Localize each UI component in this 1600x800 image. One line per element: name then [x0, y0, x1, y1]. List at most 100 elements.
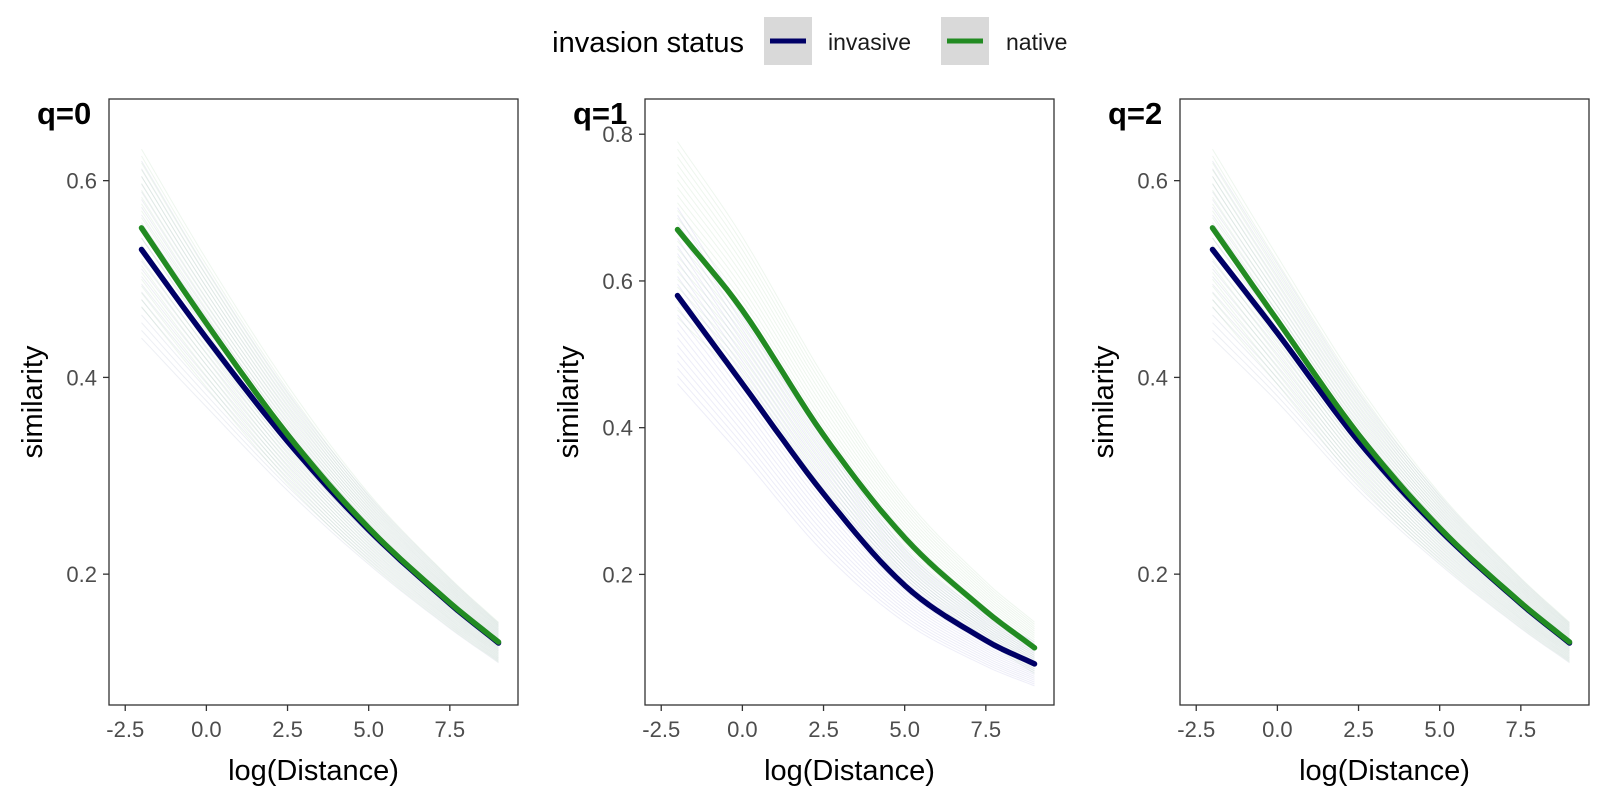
band-line-native [141, 210, 499, 639]
band-line-invasive [1212, 337, 1570, 664]
y-tick-label: 0.2 [602, 562, 633, 587]
band-line-native [141, 278, 499, 656]
band-line-native [141, 176, 499, 630]
band-line-invasive [1212, 314, 1570, 659]
band-line-invasive [1212, 268, 1570, 648]
band-line-invasive [677, 322, 1035, 672]
band-line-invasive [677, 253, 1035, 654]
band-line-native [1212, 272, 1570, 654]
band-line-invasive [1212, 306, 1570, 657]
band-line-invasive [141, 214, 499, 636]
x-tick-label: 2.5 [808, 717, 839, 742]
y-axis-title: similarity [1088, 345, 1120, 458]
band-line-invasive [141, 206, 499, 634]
x-tick-label: 2.5 [1343, 717, 1374, 742]
band-line-invasive [1212, 199, 1570, 633]
band-line-invasive [677, 222, 1035, 647]
band-line-native [141, 306, 499, 663]
band-line-invasive [677, 245, 1035, 652]
legend-title: invasion status [552, 27, 744, 59]
band-line-invasive [141, 291, 499, 653]
x-axis-title: log(Distance) [1299, 755, 1470, 787]
x-tick-label: -2.5 [1177, 717, 1215, 742]
band-line-native [677, 179, 1035, 634]
y-tick-label: 0.6 [602, 269, 633, 294]
panel-border [1179, 98, 1590, 706]
x-tick-label: 2.5 [272, 717, 303, 742]
y-tick-label: 0.6 [66, 169, 97, 194]
series-line-invasive [674, 292, 1038, 667]
band-line-native [141, 265, 499, 652]
x-tick-label: 0.0 [191, 717, 222, 742]
band-line-invasive [677, 237, 1035, 651]
band-line-native [1212, 176, 1570, 630]
y-tick-label: 0.8 [602, 122, 633, 147]
x-tick-label: 5.0 [353, 717, 384, 742]
band-line-native [677, 194, 1035, 639]
y-tick-label: 0.6 [1137, 169, 1168, 194]
plot-area [1209, 148, 1573, 664]
band-line-invasive [677, 276, 1035, 660]
band-line-native [677, 294, 1035, 668]
band-line-invasive [141, 222, 499, 638]
band-line-native [141, 155, 499, 625]
y-axis-title: similarity [17, 345, 49, 458]
band-line-invasive [141, 183, 499, 629]
x-tick-label: 5.0 [889, 717, 920, 742]
band-line-native [141, 148, 499, 623]
band-line-native [1212, 265, 1570, 652]
band-line-native [141, 169, 499, 628]
band-line-invasive [677, 345, 1035, 677]
band-line-invasive [1212, 183, 1570, 629]
band-line-invasive [141, 276, 499, 650]
band-line-invasive [677, 260, 1035, 656]
panel-title: q=0 [37, 96, 91, 131]
band-line-invasive [677, 329, 1035, 673]
band-line-invasive [1212, 322, 1570, 660]
band-line-invasive [141, 199, 499, 633]
facet-panels: q=0 0.2 0.4 0.6 -2.5 0.0 2.5 5.0 7.5 log(Distance… [17, 96, 1590, 787]
x-tick-label: 0.0 [727, 717, 758, 742]
band-line-native [141, 183, 499, 632]
band-line-invasive [141, 337, 499, 664]
y-tick-label: 0.4 [1137, 365, 1168, 390]
band-line-native [141, 189, 499, 633]
band-line-invasive [677, 268, 1035, 658]
band-line-native [677, 202, 1035, 641]
band-line-native [677, 309, 1035, 672]
band-line-invasive [141, 191, 499, 631]
band-line-invasive [677, 360, 1035, 681]
band-line-invasive [677, 352, 1035, 679]
band-line-native [677, 263, 1035, 659]
band-line-invasive [677, 337, 1035, 675]
band-line-native [677, 256, 1035, 657]
series-line-native [674, 226, 1038, 651]
x-tick-label: 7.5 [1506, 717, 1537, 742]
band-line-invasive [677, 306, 1035, 668]
band-line-invasive [1212, 214, 1570, 636]
band-line-invasive [677, 367, 1035, 683]
band-line-native [677, 148, 1035, 625]
band-line-invasive [677, 314, 1035, 670]
y-tick-label: 0.4 [66, 365, 97, 390]
band-line-native [141, 196, 499, 635]
band-line-native [1212, 148, 1570, 623]
band-line-invasive [141, 314, 499, 659]
band-line-native [1212, 210, 1570, 639]
band-line-invasive [141, 168, 499, 626]
legend-label-native: native [1006, 29, 1067, 55]
band-line-native [1212, 169, 1570, 628]
band-line-invasive [1212, 283, 1570, 652]
band-line-native [677, 279, 1035, 663]
band-line-invasive [1212, 168, 1570, 626]
band-line-native [1212, 306, 1570, 663]
band-line-native [1212, 292, 1570, 659]
band-line-native [677, 271, 1035, 661]
band-line-native [141, 203, 499, 637]
band-line-native [677, 210, 1035, 643]
band-line-native [677, 164, 1035, 630]
facet-panel-0: q=0 0.2 0.4 0.6 -2.5 0.0 2.5 5.0 7.5 log(Distance… [17, 96, 519, 787]
band-line-native [141, 162, 499, 627]
band-line-invasive [141, 306, 499, 657]
